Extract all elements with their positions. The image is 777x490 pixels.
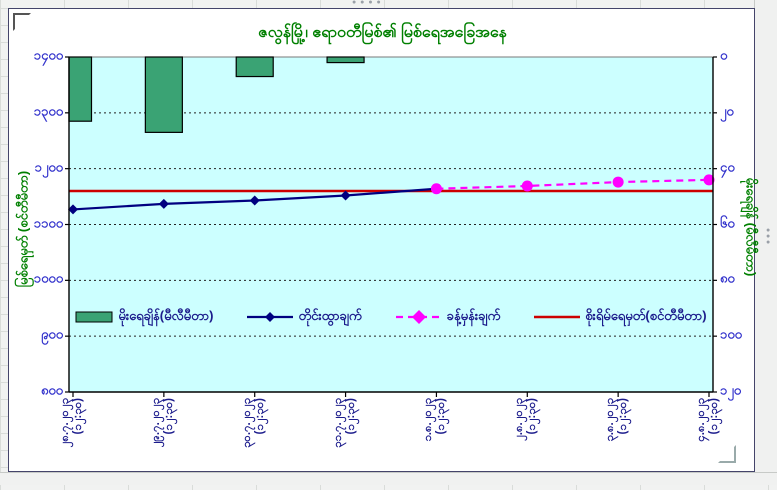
- legend-label: စိုးရိမ်ရေမှတ်(စင်တီမီတာ): [585, 307, 707, 323]
- worksheet-bottom-edge: [0, 472, 777, 485]
- observed-marker: [158, 198, 169, 209]
- x-axis-label-text: ၃၁.၇.၂၀၂၃ (၁၂:၃၀): [331, 398, 357, 449]
- x-axis-label-text: ၃.၈.၂၀၂၃ (၁၂:၃၀): [604, 398, 630, 442]
- x-axis-label: ၃.၈.၂၀၂၃ (၁၂:၃၀): [603, 398, 633, 489]
- x-axis-label: ၃၀.၇.၂၀၂၃ (၁၂:၃၀): [240, 398, 270, 489]
- danger-line-swatch-icon: [534, 315, 581, 319]
- x-axis-label-text: ၂.၈.၂၀၂၃ (၁၂:၃၀): [513, 398, 539, 441]
- chart-title: ဇလွန်မြို့၊ ဧရာဝတီမြစ်၏ မြစ်ရေအခြေအနေ: [258, 24, 507, 41]
- selection-handle-right[interactable]: ● ● ●: [766, 227, 772, 246]
- x-axis-label: ၄.၈.၂၀၂၃ (၁၂:၃၀): [694, 398, 724, 489]
- left-axis-tick-label: ၁၀၀၀: [33, 270, 63, 286]
- rainfall-bar: [235, 56, 274, 78]
- x-axis-label: ၂၉.၇.၂၀၂၃ (၁၂:၃၀): [149, 398, 179, 489]
- chart-legend: မိုးရေချိန်(မီလီမီတာ) တိုင်းထွာချက် ခန့်…: [69, 301, 713, 333]
- forecast-marker: [521, 180, 533, 192]
- legend-item-danger-level[interactable]: စိုးရိမ်ရေမှတ်(စင်တီမီတာ): [534, 307, 707, 327]
- right-axis-tick-label: ၁၂၀: [720, 382, 742, 398]
- x-axis-label-text: ၁.၈.၂၀၂၃ (၁၂:၃၀): [422, 398, 448, 442]
- rainfall-bar: [326, 56, 365, 64]
- left-axis-title: မြစ်ရေမှတ် (စင်တီမီတာ): [15, 170, 31, 288]
- right-axis-title: မိုးရေချိန် (မီလီမီတာ): [743, 177, 759, 277]
- right-axis-tick-label: ၄၀: [720, 159, 735, 175]
- left-axis-tick-label: ၈၀၀: [40, 382, 63, 398]
- legend-item-observed[interactable]: တိုင်းထွာချက်: [247, 307, 362, 327]
- legend-item-rainfall[interactable]: မိုးရေချိန်(မီလီမီတာ): [75, 308, 213, 327]
- forecast-line-swatch-icon: [395, 310, 442, 324]
- right-axis-tick-label: ၁၀၀: [720, 326, 742, 342]
- forecast-marker: [430, 183, 442, 195]
- x-axis-label-text: ၃၀.၇.၂၀၂၃ (၁၂:၃၀): [240, 398, 266, 449]
- observed-marker: [340, 190, 351, 201]
- left-axis-tick-label: ၉၀၀: [41, 326, 63, 342]
- left-axis-tick-label: ၁၂၀၀: [34, 159, 63, 175]
- legend-label: တိုင်းထွာချက်: [298, 307, 362, 323]
- right-axis-tick-label: ၆၀: [720, 215, 735, 230]
- observed-marker: [68, 204, 78, 215]
- forecast-line: [436, 178, 710, 190]
- x-axis-label: ၃၁.၇.၂၀၂၃ (၁၂:၃၀): [331, 398, 361, 489]
- rainfall-bar: [68, 56, 93, 122]
- left-axis-tick-label: ၁၃၀၀: [33, 103, 63, 119]
- rainfall-bar-swatch-icon: [75, 311, 113, 323]
- right-axis-tick-label: ၀: [720, 47, 728, 63]
- plot-area: [65, 56, 717, 397]
- observed-marker: [249, 195, 260, 206]
- right-axis-tick-label: ၂၀: [720, 103, 734, 119]
- x-axis-label-text: ၂၉.၇.၂၀၂၃ (၁၂:၃၀): [149, 398, 175, 448]
- rainfall-bar: [144, 56, 183, 133]
- forecast-marker: [703, 174, 715, 186]
- x-axis-label: ၂.၈.၂၀၂၃ (၁၂:၃၀): [512, 398, 542, 489]
- x-axis-label-text: ၂၈.၇.၂၀၂၃ (၁၂:၃၀): [59, 398, 84, 448]
- x-axis-label-text: ၄.၈.၂၀၂၃ (၁၂:၃၀): [695, 398, 720, 442]
- legend-label: ခန့်မှန်းချက်: [446, 307, 501, 323]
- legend-item-forecast[interactable]: ခန့်မှန်းချက်: [395, 307, 501, 327]
- forecast-marker: [612, 176, 624, 188]
- x-axis-label: ၁.၈.၂၀၂၃ (၁၂:၃၀): [421, 398, 451, 489]
- left-axis-tick-label: ၁၄၀၀: [33, 47, 63, 63]
- x-axis-label: ၂၈.၇.၂၀၂၃ (၁၂:၃၀): [58, 398, 88, 489]
- legend-label: မိုးရေချိန်(မီလီမီတာ): [118, 307, 214, 323]
- right-axis-tick-label: ၈၀: [720, 270, 735, 286]
- river-level-chart[interactable]: ဇလွန်မြို့၊ ဧရာဝတီမြစ်၏ မြစ်ရေအခြေအနေ ၁၄…: [8, 8, 759, 472]
- observed-line-swatch-icon: [247, 312, 294, 322]
- left-axis-tick-label: ၁၁၀၀: [33, 215, 63, 230]
- selection-handle-top[interactable]: ● ● ● ●: [352, 0, 382, 6]
